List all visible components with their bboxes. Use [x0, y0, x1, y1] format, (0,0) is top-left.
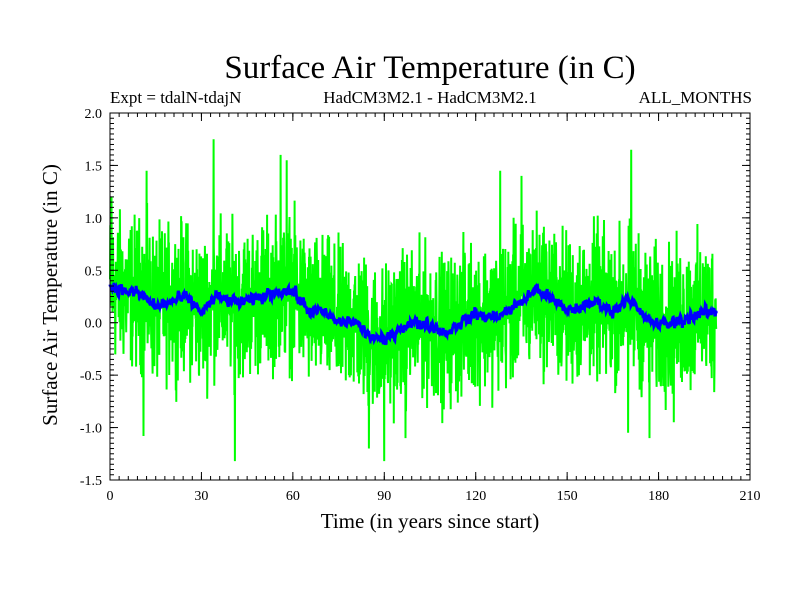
x-tick-label: 210	[740, 489, 761, 504]
y-tick-label: 2.0	[85, 107, 103, 122]
x-tick-label: 0	[107, 489, 114, 504]
chart-title: Surface Air Temperature (in C)	[224, 50, 635, 86]
y-tick-label: -1.5	[80, 474, 102, 489]
y-tick-label: 0.0	[85, 317, 103, 332]
y-tick-label: -0.5	[80, 369, 102, 384]
y-tick-label: -1.0	[80, 422, 102, 437]
experiment-label: Expt = tdalN-tdajN	[110, 88, 241, 107]
x-tick-label: 90	[377, 489, 391, 504]
y-tick-label: 1.5	[85, 159, 103, 174]
model-label: HadCM3M2.1 - HadCM3M2.1	[323, 88, 536, 107]
series-line-running-mean	[108, 281, 718, 346]
x-tick-label: 180	[648, 489, 669, 504]
y-axis-label: Surface Air Temperature (in C)	[38, 164, 62, 426]
x-tick-label: 60	[286, 489, 300, 504]
series-layer	[108, 139, 718, 462]
months-label: ALL_MONTHS	[639, 88, 752, 107]
axes-layer: 0 30 60 90 120 150 180 210 -1.5 -1.0 -0.5 0.0 0.5 1.0…	[80, 107, 761, 504]
y-tick-label: 0.5	[85, 264, 103, 279]
y-tick-label: 1.0	[85, 212, 103, 227]
x-axis-label: Time (in years since start)	[321, 509, 540, 533]
x-tick-label: 30	[194, 489, 208, 504]
x-tick-label: 120	[465, 489, 486, 504]
x-tick-label: 150	[557, 489, 578, 504]
